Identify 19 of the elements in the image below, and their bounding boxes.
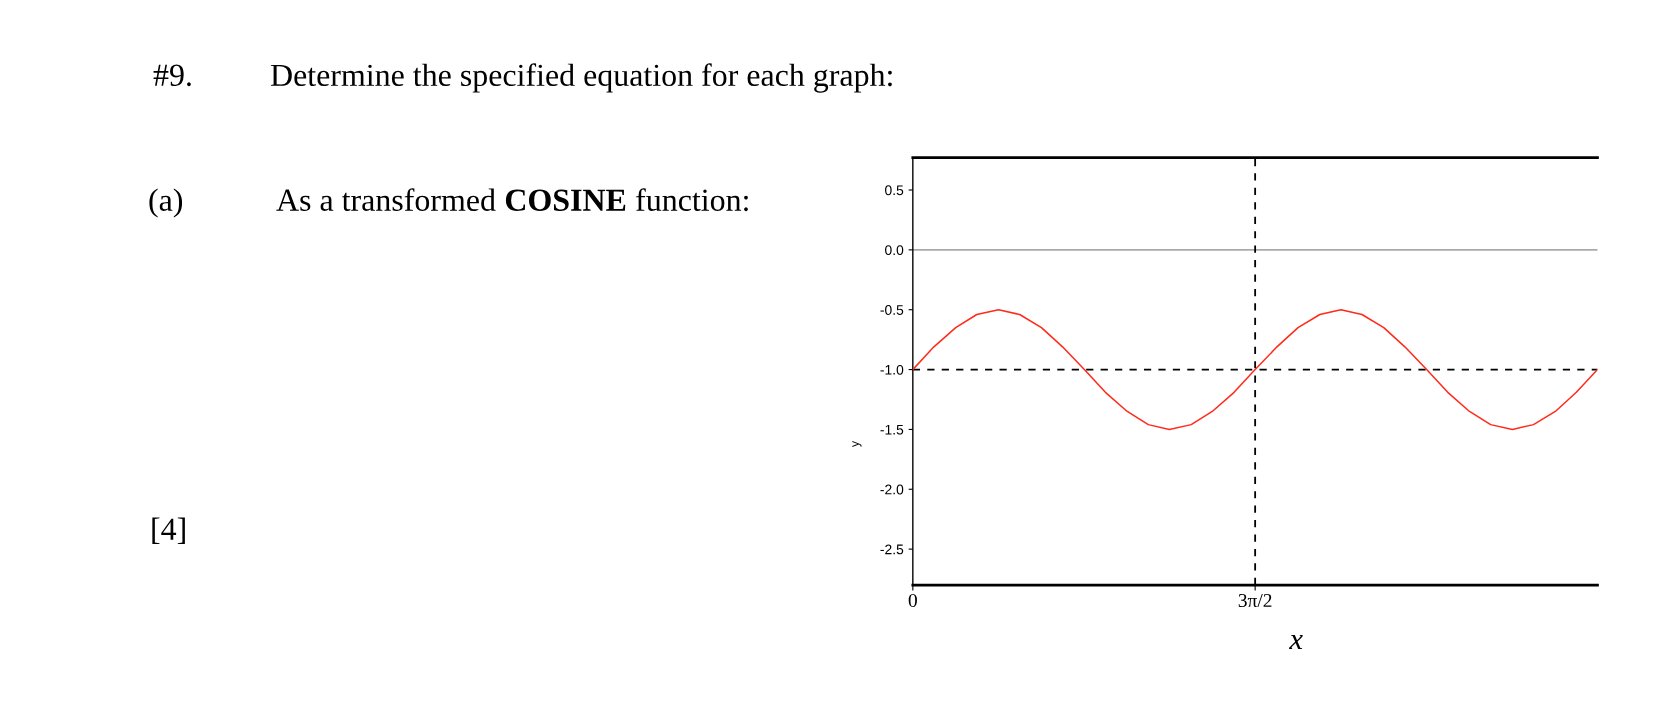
x-tick-label: 0 xyxy=(908,593,917,608)
y-tick-label: -2.0 xyxy=(880,484,904,495)
line-series xyxy=(912,308,1598,431)
text: Determine the specified equation for each graph: xyxy=(270,63,892,93)
text: COSINE xyxy=(505,189,626,211)
text: (a) xyxy=(149,188,183,218)
y-tick-label: -0.5 xyxy=(880,305,904,315)
y-tick-label: -2.5 xyxy=(880,544,904,555)
y-tick-label: -1.5 xyxy=(880,424,904,435)
text: As a transformed xyxy=(276,188,496,211)
y-tick-label: 0.5 xyxy=(885,185,904,196)
text: function: xyxy=(636,188,748,212)
x-axis-title: x xyxy=(1289,634,1303,649)
y-axis-title: y xyxy=(852,440,862,448)
text: #9. xyxy=(153,64,191,87)
text: [4] xyxy=(152,517,185,544)
x-tick-label: 3π/2 xyxy=(1238,593,1272,608)
y-tick-label: -1.0 xyxy=(880,364,904,375)
y-tick-label: 0.0 xyxy=(885,245,904,256)
